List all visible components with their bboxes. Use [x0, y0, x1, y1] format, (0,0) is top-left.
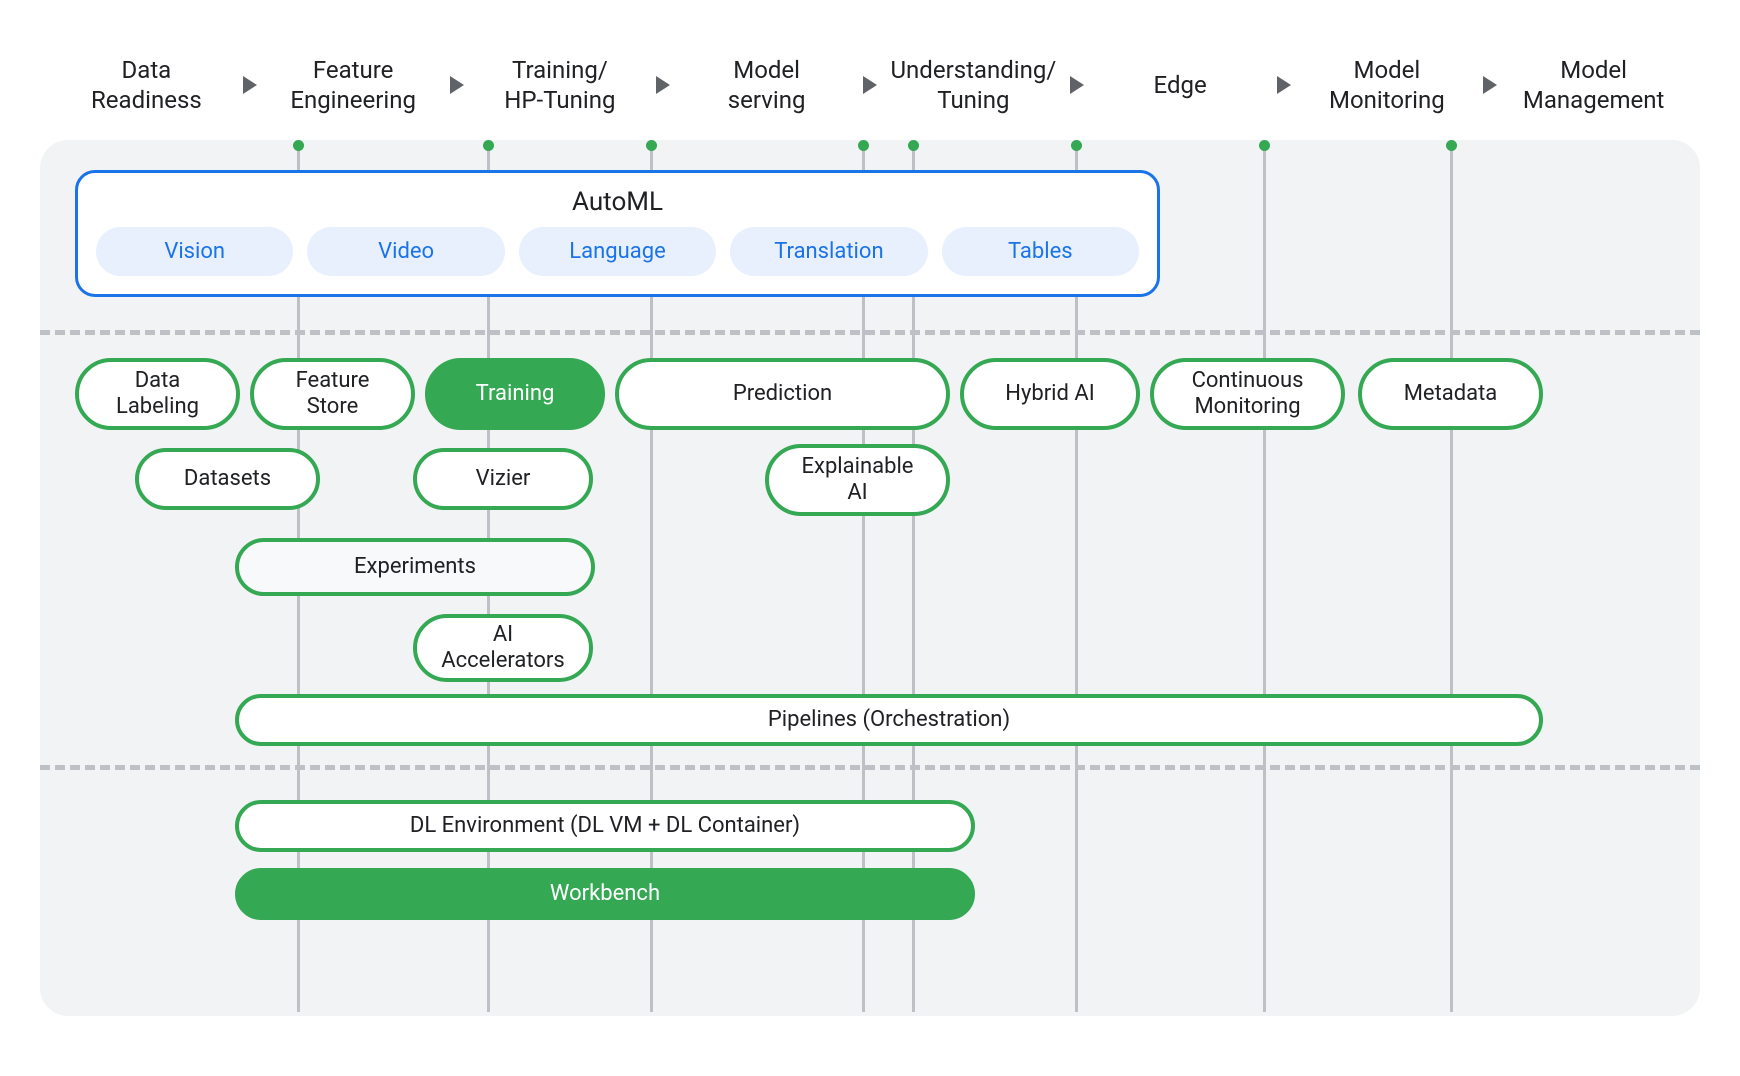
stage-understanding: Understanding/Tuning: [877, 55, 1070, 115]
pill-training: Training: [425, 358, 605, 430]
chevron-right-icon: [656, 76, 670, 94]
section-separator: [40, 765, 1700, 770]
pill-hybrid-ai: Hybrid AI: [960, 358, 1140, 430]
chevron-right-icon: [1483, 76, 1497, 94]
stage-training: Training/HP-Tuning: [464, 55, 657, 115]
chevron-right-icon: [1070, 76, 1084, 94]
pill-data-labeling: DataLabeling: [75, 358, 240, 430]
automl-container: AutoML Vision Video Language Translation…: [75, 170, 1160, 297]
vertical-gridline: [1263, 144, 1266, 1012]
chevron-right-icon: [450, 76, 464, 94]
stage-data-readiness: DataReadiness: [50, 55, 243, 115]
pill-experiments: Experiments: [235, 538, 595, 596]
section-separator: [40, 330, 1700, 335]
automl-pills-row: Vision Video Language Translation Tables: [96, 227, 1139, 276]
stage-monitoring: ModelMonitoring: [1291, 55, 1484, 115]
stage-management: ModelManagement: [1497, 55, 1690, 115]
pill-vizier: Vizier: [413, 448, 593, 510]
stage-edge: Edge: [1084, 70, 1277, 100]
pill-datasets: Datasets: [135, 448, 320, 510]
stage-feature-eng: FeatureEngineering: [257, 55, 450, 115]
pill-workbench: Workbench: [235, 868, 975, 920]
automl-pill-tables: Tables: [942, 227, 1139, 276]
automl-pill-translation: Translation: [730, 227, 927, 276]
pill-prediction: Prediction: [615, 358, 950, 430]
pill-ai-accelerators: AIAccelerators: [413, 614, 593, 682]
pill-explainable-ai: ExplainableAI: [765, 444, 950, 516]
automl-pill-video: Video: [307, 227, 504, 276]
pill-continuous-monitoring: ContinuousMonitoring: [1150, 358, 1345, 430]
pill-feature-store: FeatureStore: [250, 358, 415, 430]
automl-pill-vision: Vision: [96, 227, 293, 276]
pill-pipelines: Pipelines (Orchestration): [235, 694, 1543, 746]
pill-metadata: Metadata: [1358, 358, 1543, 430]
stage-header: DataReadiness FeatureEngineering Trainin…: [50, 50, 1690, 120]
stage-model-serving: Modelserving: [670, 55, 863, 115]
pill-dl-environment: DL Environment (DL VM + DL Container): [235, 800, 975, 852]
chevron-right-icon: [1277, 76, 1291, 94]
automl-pill-language: Language: [519, 227, 716, 276]
chevron-right-icon: [243, 76, 257, 94]
automl-title: AutoML: [96, 187, 1139, 217]
chevron-right-icon: [863, 76, 877, 94]
vertical-gridline: [1450, 144, 1453, 1012]
